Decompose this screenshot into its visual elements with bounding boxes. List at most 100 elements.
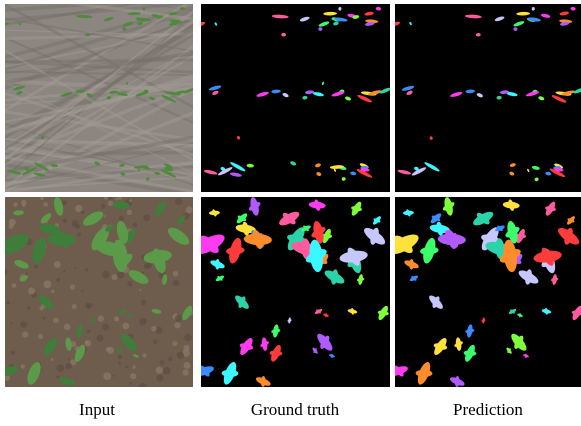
- pebble: [44, 280, 52, 288]
- input-image-top: [5, 4, 193, 192]
- pebble: [172, 341, 177, 346]
- pebble: [10, 322, 12, 324]
- pebble: [117, 272, 124, 279]
- pebble: [87, 304, 91, 308]
- pebble: [63, 218, 67, 222]
- pebble: [106, 347, 111, 352]
- pebble: [54, 261, 61, 268]
- pebble: [75, 205, 82, 212]
- pebble: [104, 215, 106, 217]
- prediction-mask-top: [395, 4, 581, 192]
- pebble: [56, 375, 59, 378]
- prediction-mask-bottom: [395, 197, 581, 387]
- pebble: [12, 283, 17, 288]
- pebble: [177, 352, 184, 359]
- pebble: [132, 365, 135, 368]
- input-image-bottom: [5, 197, 193, 387]
- pebble: [6, 301, 10, 305]
- pebble: [72, 304, 77, 309]
- pebble: [183, 362, 190, 369]
- pebble: [122, 322, 129, 329]
- pebble: [182, 369, 188, 375]
- pebble: [174, 322, 180, 328]
- mask-background: [395, 4, 581, 192]
- pebble: [85, 340, 89, 344]
- pebble: [184, 334, 192, 342]
- pebble: [43, 202, 48, 207]
- pebble: [113, 374, 115, 376]
- pebble: [9, 219, 16, 226]
- figure: {"figure": {"captions": ["Input", "Groun…: [0, 0, 581, 426]
- pebble: [103, 372, 111, 380]
- pebble: [143, 319, 147, 323]
- pebble: [70, 284, 75, 289]
- pebble: [130, 373, 136, 379]
- pebble: [129, 199, 132, 202]
- pebble: [142, 353, 146, 357]
- pebble: [85, 268, 88, 271]
- pebble: [96, 334, 103, 341]
- pebble: [127, 210, 132, 215]
- pebble: [160, 360, 165, 365]
- pebble: [34, 265, 38, 269]
- pebble: [26, 273, 28, 275]
- pebble: [168, 357, 172, 361]
- pebble: [173, 271, 179, 277]
- pebble: [64, 324, 71, 331]
- pebble: [141, 299, 147, 305]
- mask-background: [395, 197, 581, 387]
- pebble: [87, 330, 90, 333]
- pebble: [63, 270, 65, 272]
- pebble: [20, 321, 27, 328]
- pebble: [98, 316, 104, 322]
- ground-truth-mask-bottom: [201, 197, 390, 387]
- pebble: [11, 351, 16, 356]
- pebble: [27, 306, 30, 309]
- pebble: [115, 198, 118, 201]
- pebble: [143, 214, 150, 221]
- pebble: [175, 315, 182, 322]
- soil-furrow: [5, 60, 193, 62]
- pebble: [57, 364, 65, 372]
- pebble: [51, 358, 54, 361]
- pebble: [153, 340, 157, 344]
- pebble: [156, 374, 163, 381]
- pebble: [102, 271, 110, 279]
- pebble: [65, 363, 71, 369]
- pebble: [118, 355, 122, 359]
- pebble: [91, 303, 93, 305]
- pebble: [119, 216, 124, 221]
- pebble: [175, 198, 182, 205]
- pebble: [139, 289, 141, 291]
- pebble: [21, 364, 25, 368]
- pebble: [186, 206, 193, 213]
- pebble: [111, 274, 117, 280]
- ground-truth-mask-top: [201, 4, 390, 192]
- pebble: [56, 278, 60, 282]
- pebble: [28, 287, 35, 294]
- pebble: [13, 202, 18, 207]
- caption: Input: [2, 400, 192, 420]
- pebble: [81, 290, 83, 292]
- pebble: [151, 326, 157, 332]
- pebble: [125, 365, 128, 368]
- pebble: [22, 204, 25, 207]
- pebble: [72, 220, 79, 227]
- pebble: [173, 280, 179, 286]
- pebble: [133, 223, 137, 227]
- pebble: [129, 382, 132, 385]
- pebble: [77, 233, 81, 237]
- pebble: [163, 367, 171, 375]
- pebble: [118, 362, 121, 365]
- pebble: [51, 290, 54, 293]
- caption: Ground truth: [200, 400, 390, 420]
- pebble: [53, 317, 59, 323]
- mask-background: [201, 197, 390, 387]
- pebble: [127, 281, 132, 286]
- caption: Prediction: [393, 400, 581, 420]
- pebble: [101, 204, 106, 209]
- pebble: [156, 367, 163, 374]
- pebble: [108, 201, 113, 206]
- pebble: [42, 197, 44, 199]
- pebble: [102, 324, 109, 331]
